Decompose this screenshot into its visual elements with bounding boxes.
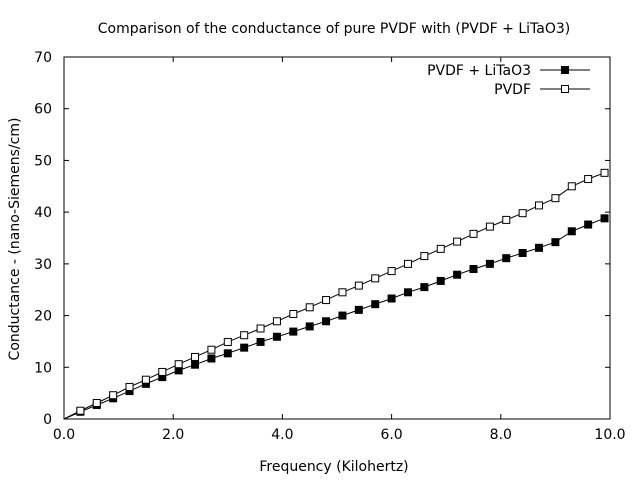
series-1-point-19	[371, 274, 380, 283]
series-1-point-17	[338, 288, 347, 297]
series-0-point-21	[403, 288, 412, 297]
series-0-point-8	[191, 360, 200, 369]
series-1-point-31	[567, 182, 576, 191]
series-0-point-23	[436, 276, 445, 285]
x-tick-label-3: 6.0	[380, 427, 402, 443]
series-1-point-18	[354, 281, 363, 290]
series-0-point-25	[469, 265, 478, 274]
series-0-point-27	[502, 254, 511, 263]
y-tick-label-0: 0	[43, 412, 52, 428]
series-1-point-3	[109, 391, 118, 400]
series-1-point-14	[289, 310, 298, 319]
series-1-point-13	[272, 317, 281, 326]
series-1-point-1	[76, 406, 85, 415]
legend-label-1: PVDF	[494, 82, 531, 98]
series-0-point-26	[485, 259, 494, 268]
series-line-0	[63, 217, 605, 420]
series-1-point-25	[469, 229, 478, 238]
series-1-point-30	[551, 194, 560, 203]
series-1-point-32	[584, 175, 593, 184]
series-1-point-28	[518, 209, 527, 218]
series-1-point-10	[223, 337, 232, 346]
y-axis-label: Conductance - (nano-Siemens/cm)	[7, 118, 23, 361]
y-tick-label-1: 10	[34, 360, 52, 376]
x-tick-label-1: 2.0	[162, 427, 184, 443]
series-0-point-32	[584, 220, 593, 229]
series-line-1	[63, 172, 605, 420]
series-1-point-6	[158, 367, 167, 376]
series-0-point-24	[453, 270, 462, 279]
legend-marker-1	[561, 85, 569, 93]
series-0-point-29	[535, 243, 544, 252]
y-tick-label-5: 50	[34, 153, 52, 169]
series-1-point-5	[141, 375, 150, 384]
series-1-point-22	[420, 252, 429, 261]
series-1-point-12	[256, 324, 265, 333]
x-axis-label: Frequency (Kilohertz)	[259, 459, 408, 475]
series-0-point-19	[371, 300, 380, 309]
x-tick-label-4: 8.0	[490, 427, 512, 443]
series-1-point-21	[403, 259, 412, 268]
series-1-point-16	[322, 296, 331, 305]
x-tick-label-5: 10.0	[594, 427, 625, 443]
series-0-point-12	[256, 337, 265, 346]
legend-marker-0	[561, 66, 569, 74]
legend: PVDF + LiTaO3 PVDF	[427, 63, 590, 98]
series-1-point-7	[174, 360, 183, 369]
chart-title: Comparison of the conductance of pure PV…	[98, 21, 570, 37]
series-0-point-28	[518, 248, 527, 257]
series-0-point-33	[600, 214, 609, 223]
plot-frame	[63, 56, 611, 420]
series-0-point-10	[223, 349, 232, 358]
series-1-point-4	[125, 382, 134, 391]
y-tick-label-2: 20	[34, 309, 52, 325]
x-tick-label-0: 0.0	[53, 427, 75, 443]
plot-area: 0.0 2.0 4.0 6.0 8.0 10.0 0 10 20 30 40 50 60 70	[34, 50, 625, 443]
series-1-point-15	[305, 303, 314, 312]
series-0-point-14	[289, 327, 298, 336]
series-0-point-31	[567, 227, 576, 236]
series-1-point-9	[207, 345, 216, 354]
series-0-point-22	[420, 283, 429, 292]
series-1-point-26	[485, 222, 494, 231]
series-0-point-20	[387, 294, 396, 303]
y-tick-label-7: 70	[34, 50, 52, 66]
series-0-point-11	[240, 343, 249, 352]
y-tick-label-4: 40	[34, 205, 52, 221]
series-0-point-9	[207, 354, 216, 363]
series-1-point-8	[191, 352, 200, 361]
series-0-point-17	[338, 311, 347, 320]
series-1-point-11	[240, 331, 249, 340]
series-1-point-2	[92, 398, 101, 407]
series-0-point-18	[354, 305, 363, 314]
series-1-point-24	[453, 237, 462, 246]
legend-label-0: PVDF + LiTaO3	[427, 63, 531, 79]
series-1-point-23	[436, 244, 445, 253]
series-0-point-30	[551, 238, 560, 247]
series-0-point-13	[272, 332, 281, 341]
series-0-point-15	[305, 322, 314, 331]
series-1-point-33	[600, 168, 609, 177]
y-tick-label-3: 30	[34, 257, 52, 273]
x-tick-label-2: 4.0	[271, 427, 293, 443]
series-1-point-20	[387, 267, 396, 276]
series-0-point-16	[322, 317, 331, 326]
series-1-point-27	[502, 215, 511, 224]
series-1-point-29	[535, 201, 544, 210]
y-tick-label-6: 60	[34, 102, 52, 118]
